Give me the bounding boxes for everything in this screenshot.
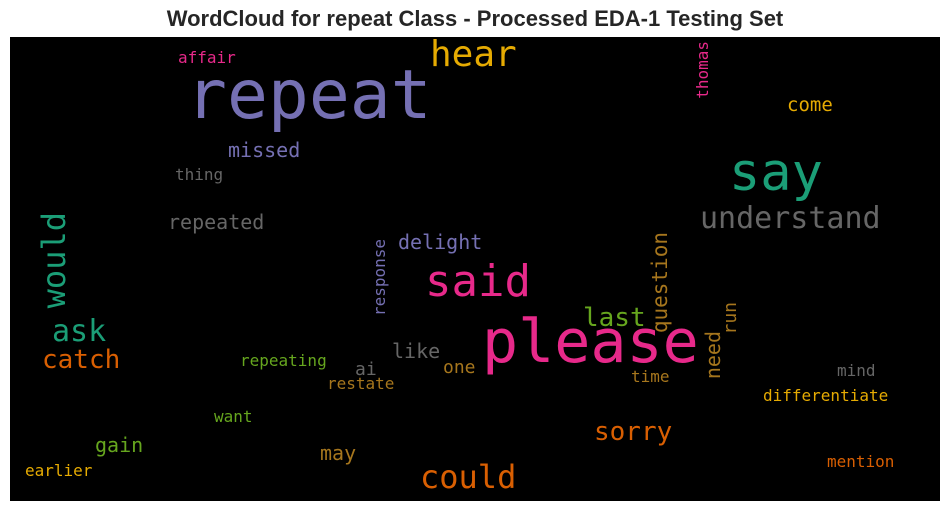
word-catch: catch — [42, 345, 121, 375]
word-earlier: earlier — [25, 461, 93, 480]
word-need: need — [701, 331, 725, 380]
word-affair: affair — [178, 48, 236, 67]
word-understand: understand — [700, 201, 881, 236]
word-repeated: repeated — [168, 210, 265, 234]
word-response: response — [370, 239, 389, 317]
word-run: run — [720, 302, 741, 335]
word-delight: delight — [398, 230, 483, 254]
word-ask: ask — [52, 314, 107, 349]
word-missed: missed — [228, 138, 301, 162]
word-come: come — [787, 94, 833, 116]
word-would: would — [35, 212, 73, 309]
word-thing: thing — [175, 165, 224, 184]
word-may: may — [320, 441, 357, 465]
word-could: could — [420, 458, 517, 496]
word-want: want — [214, 407, 253, 426]
word-please: please — [482, 307, 699, 377]
word-differentiate: differentiate — [763, 386, 889, 405]
word-repeat: repeat — [186, 56, 432, 135]
word-mention: mention — [827, 452, 895, 471]
word-say: say — [729, 143, 823, 203]
word-last: last — [583, 303, 646, 333]
word-question: question — [648, 232, 672, 334]
wordcloud-canvas: repeat please say said hear understand could wo… — [10, 37, 940, 501]
word-said: said — [425, 256, 531, 307]
word-restate: restate — [327, 374, 395, 393]
word-gain: gain — [95, 433, 144, 457]
word-one: one — [443, 357, 476, 378]
word-ai: ai — [355, 359, 377, 380]
word-thomas: thomas — [693, 41, 712, 99]
word-repeating: repeating — [240, 351, 327, 370]
word-time: time — [631, 367, 670, 386]
chart-title: WordCloud for repeat Class - Processed E… — [166, 6, 784, 31]
word-hear: hear — [430, 37, 517, 75]
word-mind: mind — [837, 361, 876, 380]
word-sorry: sorry — [594, 417, 673, 447]
word-like: like — [392, 339, 441, 363]
